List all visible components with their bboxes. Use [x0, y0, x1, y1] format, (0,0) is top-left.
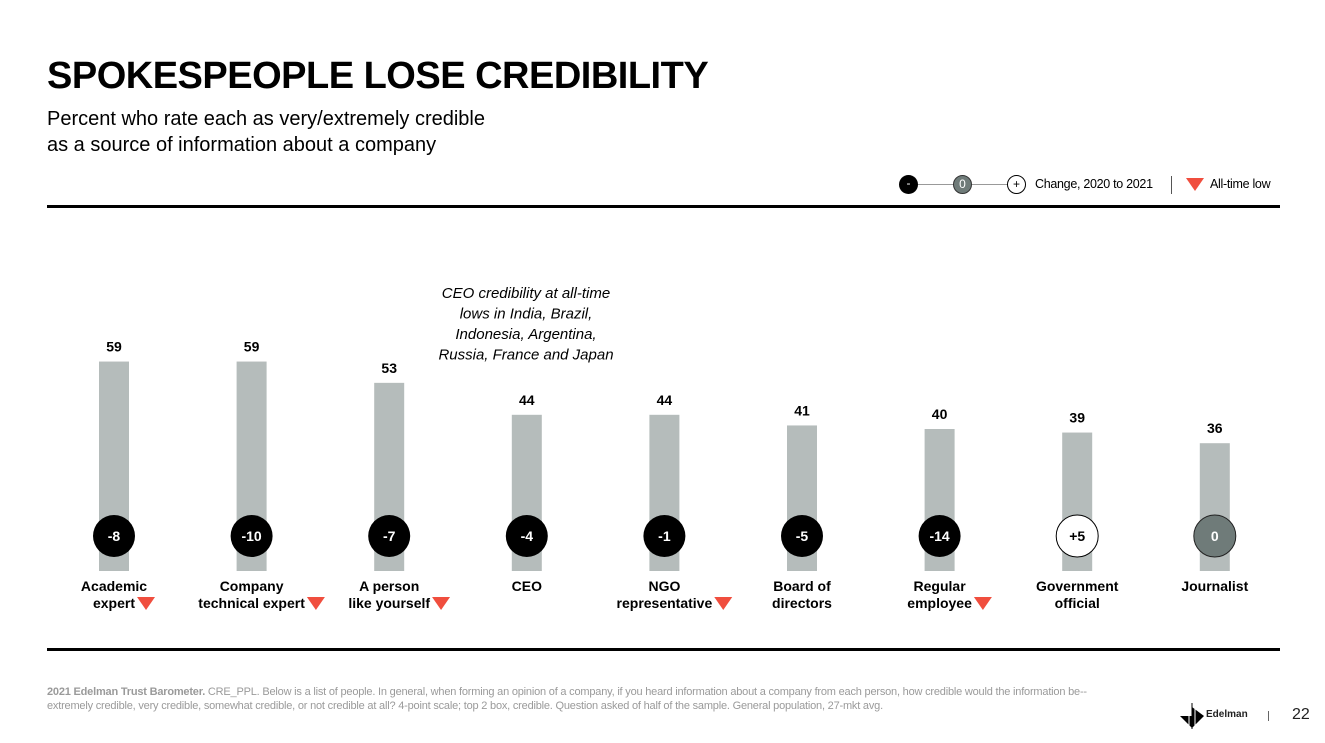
subtitle-line-1: Percent who rate each as very/extremely … [47, 108, 485, 130]
change-circle [643, 515, 686, 557]
bar-value-label: 41 [794, 402, 810, 418]
category-label: NGO [648, 578, 680, 594]
change-label: 0 [1211, 528, 1219, 544]
alltime-low-icon [1186, 178, 1204, 191]
edelman-logo-text: Edelman [1206, 709, 1248, 720]
category-label: A person [359, 578, 419, 594]
category-label: official [1055, 595, 1100, 611]
alltime-low-icon [714, 597, 733, 610]
legend-zero-dot: 0 [953, 175, 972, 194]
change-label: -14 [929, 528, 949, 544]
edelman-logo-icon [1180, 703, 1204, 729]
bar-value-label: 36 [1207, 420, 1223, 436]
ceo-annotation-line: Russia, France and Japan [438, 347, 613, 364]
legend-change-label: Change, 2020 to 2021 [1035, 177, 1153, 191]
change-circle [368, 515, 411, 557]
legend-negative-dot: - [899, 175, 918, 194]
category-label: Regular [914, 578, 967, 594]
change-circle [505, 515, 548, 557]
ceo-annotation-line: lows in India, Brazil, [460, 306, 593, 323]
alltime-low-icon [973, 597, 992, 610]
bar-value-label: 44 [657, 392, 673, 408]
source-title: 2021 Edelman Trust Barometer. [47, 686, 206, 698]
page-number-divider [1268, 711, 1269, 721]
change-circle [918, 515, 961, 557]
change-circle [230, 515, 273, 557]
source-text: CRE_PPL. Below is a list of people. In g… [47, 686, 1087, 712]
category-label: Board of [773, 578, 831, 594]
bar-value-label: 59 [106, 339, 122, 355]
category-label: Company [220, 578, 284, 594]
change-circle [93, 515, 135, 557]
bar-value-label: 44 [519, 392, 535, 408]
category-label: CEO [512, 578, 542, 594]
bottom-divider [47, 648, 1280, 651]
top-divider [47, 205, 1280, 208]
category-label: expert [93, 595, 135, 611]
change-label: -5 [796, 528, 809, 544]
page-number: 22 [1292, 706, 1310, 723]
legend-divider [1171, 176, 1172, 194]
bar-value-label: 40 [932, 406, 948, 422]
bar-value-label: 53 [381, 360, 397, 376]
alltime-low-icon [137, 597, 156, 610]
page-title: SPOKESPEOPLE LOSE CREDIBILITY [47, 55, 709, 97]
change-label: -10 [241, 528, 261, 544]
bar-value-label: 39 [1069, 410, 1085, 426]
source-footnote: 2021 Edelman Trust Barometer. CRE_PPL. B… [47, 685, 1122, 713]
category-label: Academic [81, 578, 147, 594]
alltime-low-icon [306, 597, 325, 610]
page-subtitle: Percent who rate each as very/extremely … [47, 106, 485, 158]
category-label: employee [907, 595, 972, 611]
change-circle [1055, 514, 1099, 558]
change-circle [1193, 514, 1237, 558]
category-label: representative [617, 595, 713, 611]
subtitle-line-2: as a source of information about a compa… [47, 134, 437, 156]
alltime-low-icon [432, 597, 451, 610]
change-label: -1 [658, 528, 671, 544]
change-label: +5 [1069, 528, 1085, 544]
category-label: Government [1036, 578, 1119, 594]
change-label: -8 [108, 528, 121, 544]
category-label: technical expert [198, 595, 305, 611]
category-label: like yourself [348, 595, 430, 611]
edelman-logo: Edelman [1178, 703, 1258, 729]
legend-positive-dot: + [1007, 175, 1026, 194]
change-label: -7 [383, 528, 396, 544]
change-circle [781, 515, 823, 557]
legend-alltime-low-label: All-time low [1210, 177, 1271, 191]
bar-value-label: 59 [244, 339, 260, 355]
legend: - 0 + Change, 2020 to 2021 All-time low [897, 174, 1287, 196]
category-label: Journalist [1181, 578, 1248, 594]
ceo-annotation-line: Indonesia, Argentina, [455, 326, 596, 343]
ceo-annotation-line: CEO credibility at all-time [442, 285, 610, 302]
category-label: directors [772, 595, 832, 611]
change-label: -4 [521, 528, 534, 544]
